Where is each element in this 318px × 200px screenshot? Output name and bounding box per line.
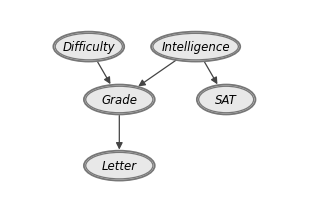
Text: Difficulty: Difficulty	[62, 41, 115, 54]
Ellipse shape	[199, 87, 254, 113]
Ellipse shape	[86, 153, 153, 179]
Ellipse shape	[53, 33, 124, 62]
Text: Letter: Letter	[102, 159, 137, 172]
Text: Grade: Grade	[101, 94, 137, 106]
Ellipse shape	[197, 85, 255, 115]
Text: SAT: SAT	[215, 94, 237, 106]
Ellipse shape	[153, 34, 238, 61]
Ellipse shape	[55, 34, 122, 61]
Ellipse shape	[84, 85, 155, 115]
Ellipse shape	[151, 33, 240, 62]
Ellipse shape	[86, 87, 153, 113]
Text: Intelligence: Intelligence	[161, 41, 230, 54]
Ellipse shape	[84, 151, 155, 181]
